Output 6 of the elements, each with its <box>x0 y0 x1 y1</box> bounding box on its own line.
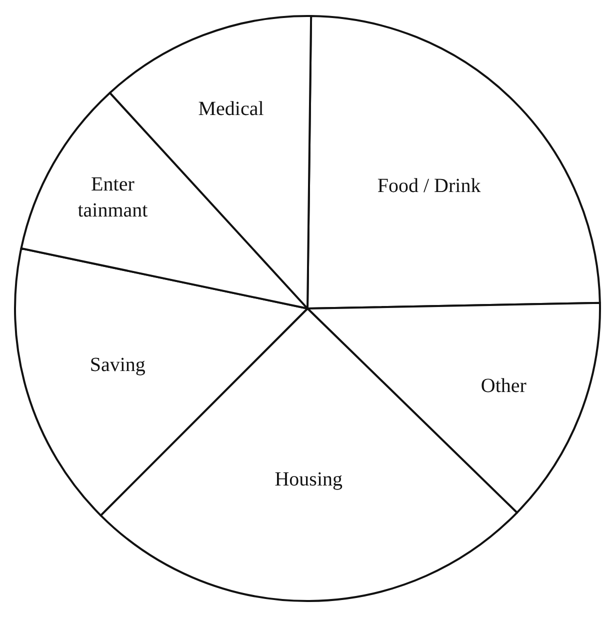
slice-label: Housing <box>274 468 343 490</box>
slice-label: Other <box>480 375 527 398</box>
slice-label: Saving <box>90 354 146 376</box>
slice-label: Food / Drink <box>377 175 481 198</box>
slice-label: Medical <box>198 98 264 120</box>
slice-label: Enter tainmant <box>78 174 148 222</box>
